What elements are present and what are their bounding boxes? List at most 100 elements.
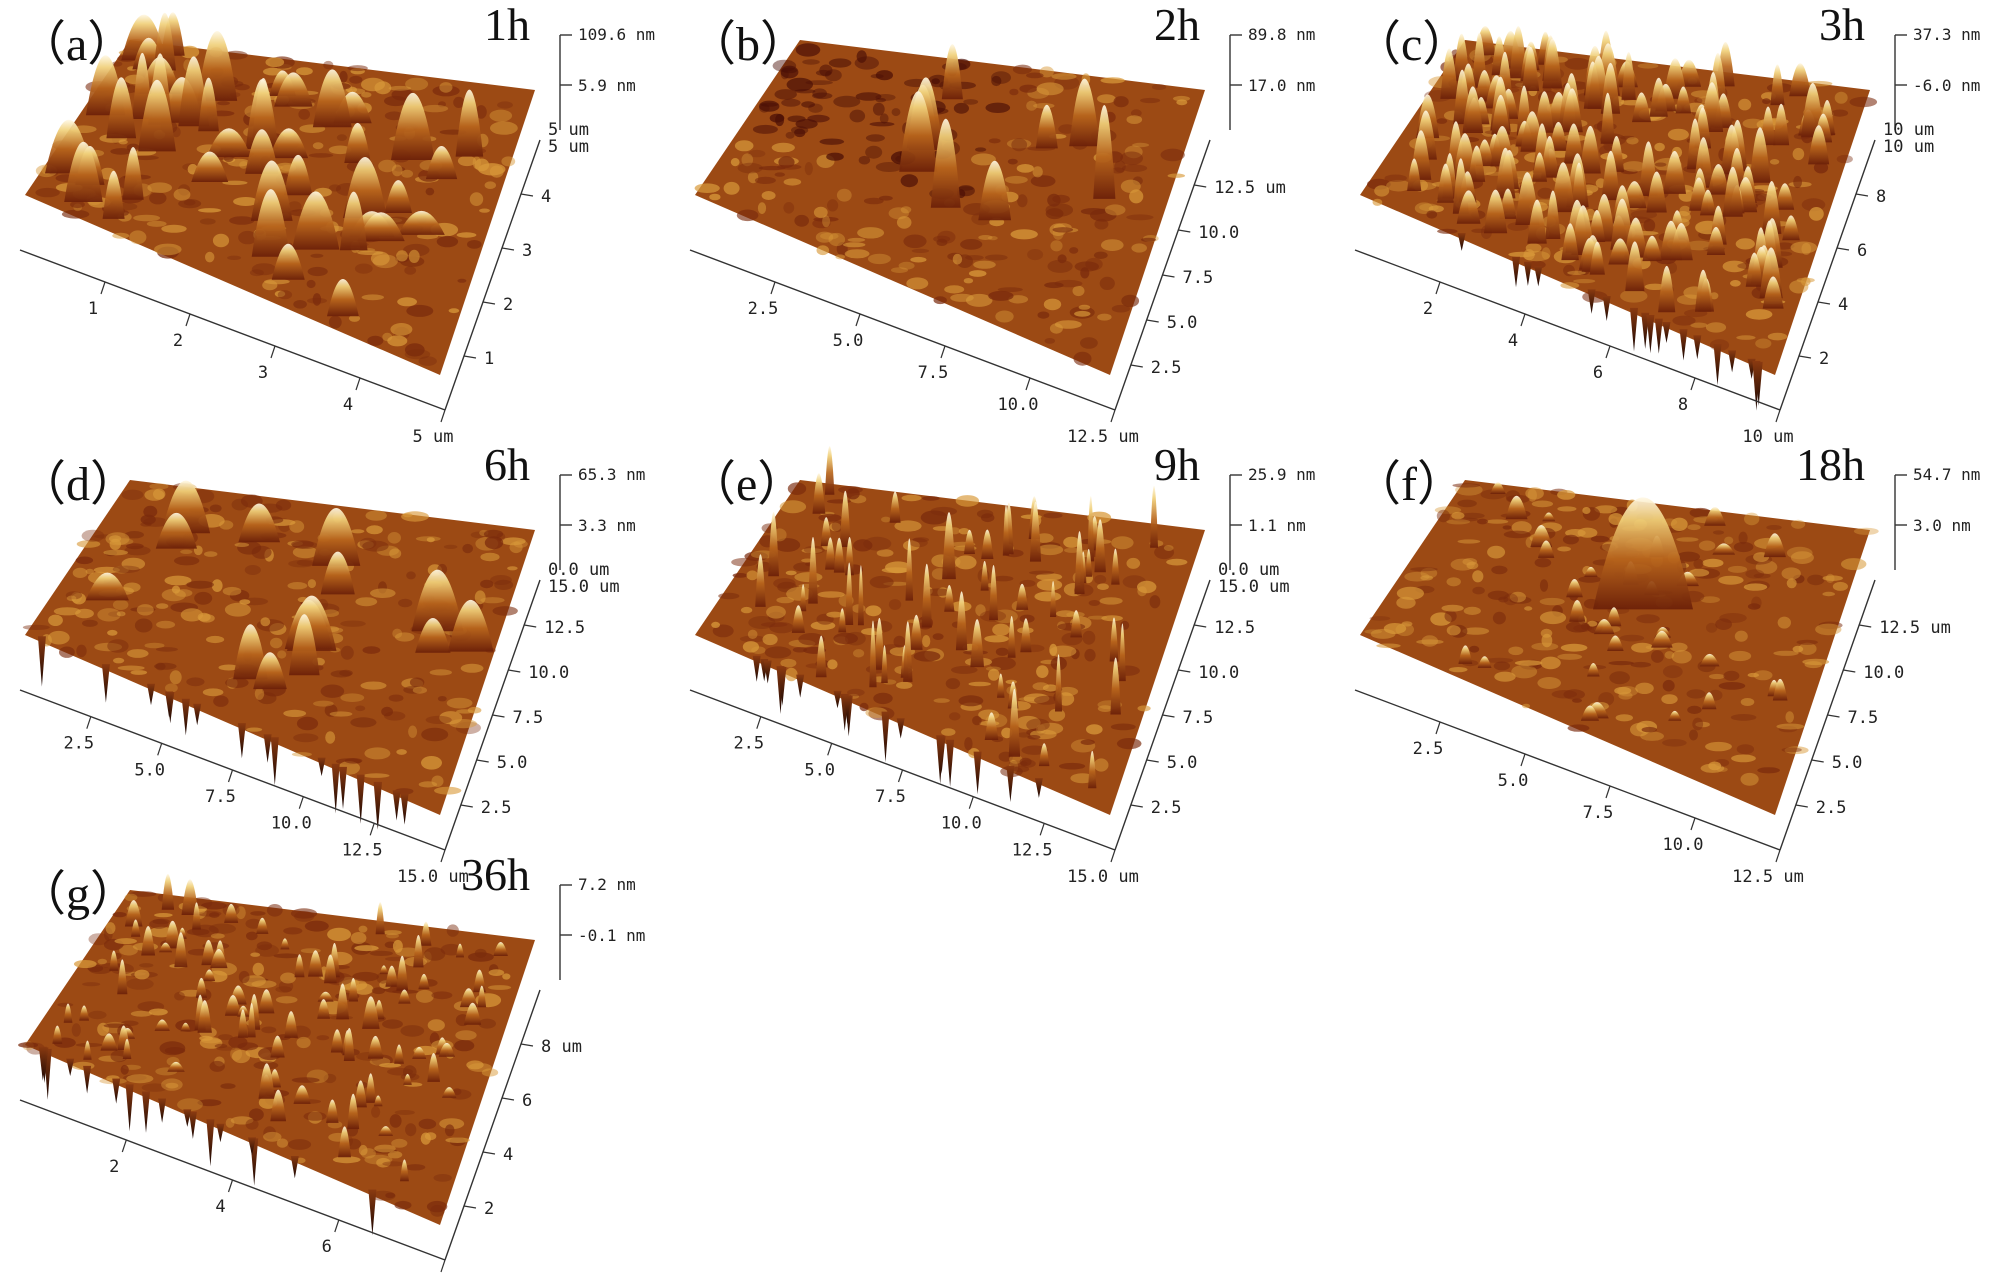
surface-peak (1712, 543, 1736, 555)
surface-pit (181, 698, 190, 736)
surface-peak (398, 989, 411, 1004)
z-mid-label: 3.0 nm (1913, 516, 1971, 535)
surface-peak (820, 517, 832, 547)
surface-pit (37, 636, 46, 687)
surface-peak (955, 591, 968, 651)
surface-pit (101, 664, 110, 703)
surface-peak (191, 151, 229, 182)
x-tick-label: 2 (1423, 299, 1433, 319)
surface-peak (464, 1002, 482, 1025)
y-tick-label: 12.5 um (1879, 618, 1951, 638)
surface-peak (1007, 616, 1016, 658)
y-tick-label: 1 (484, 349, 494, 369)
surface-peak (385, 965, 399, 987)
surface-peak (1749, 127, 1771, 183)
surface-peak (420, 921, 432, 946)
surface-peak (1608, 238, 1632, 265)
panel-label: （f） (1353, 458, 1465, 511)
surface-pit (248, 1137, 256, 1156)
surface-peak (1561, 88, 1583, 133)
surface-pit (263, 734, 272, 763)
surface-peak (1561, 223, 1579, 261)
surface-pit (193, 703, 202, 726)
surface-peak (1760, 106, 1776, 146)
surface-peak (1545, 190, 1561, 239)
surface-peak (1093, 104, 1116, 199)
surface-peak (1621, 52, 1636, 100)
surface-pit (216, 1123, 225, 1143)
surface-peak (271, 243, 305, 280)
surface-peak (1527, 199, 1547, 244)
surface-peak (1772, 678, 1788, 701)
surface-peak (1070, 610, 1082, 638)
surface-peak (1571, 162, 1587, 208)
surface-pit (331, 763, 340, 814)
surface-peak (384, 180, 412, 213)
surface-peak (206, 128, 252, 157)
surface-pit (339, 766, 347, 810)
surface-peak (274, 72, 313, 107)
surface-peak (1088, 750, 1097, 789)
panel-label: （e） (688, 458, 805, 511)
x-tick-label: 2.5 (63, 734, 94, 754)
surface-pit (1534, 266, 1543, 287)
surface-pit (1693, 335, 1702, 360)
surface-peak (394, 1044, 404, 1064)
surface-peak (102, 170, 125, 219)
surface-peak (100, 1033, 118, 1051)
surface-peak (155, 512, 197, 549)
surface-peak (1020, 618, 1032, 653)
z-max-label: 65.3 nm (578, 465, 645, 484)
surface-pit (66, 1058, 75, 1076)
x-tick-label: 3 (258, 363, 268, 383)
time-label: 18h (1796, 439, 1865, 490)
surface-peak (1456, 190, 1481, 224)
surface-pit (1512, 256, 1520, 288)
axes (1354, 34, 1907, 411)
surface-peak (247, 1003, 256, 1038)
surface-peak (181, 879, 199, 915)
x-tick-label: 1 (88, 299, 98, 319)
y-tick-label: 7.5 (1848, 708, 1879, 728)
y-tick-label: 8 (1876, 187, 1886, 207)
surface-peak (1762, 180, 1782, 234)
y-tick-label: 3 (522, 241, 532, 261)
surface-peak (375, 902, 385, 935)
panel-label: （b） (688, 18, 808, 71)
y-tick-label: 10.0 (1198, 223, 1239, 243)
surface-peak (201, 939, 216, 966)
surface-peak (1437, 163, 1454, 203)
surface-peak (1440, 48, 1459, 99)
surface-peak (224, 995, 241, 1016)
surface-peak (1495, 147, 1516, 199)
surface-peak (874, 617, 885, 670)
surface-peak (768, 512, 779, 577)
surface-peak (122, 1038, 132, 1059)
surface-peak (336, 983, 349, 1020)
surface-peak (398, 210, 445, 235)
surface-peak (1707, 164, 1730, 195)
surface-pits (1457, 233, 1763, 411)
surface-peak (930, 118, 961, 208)
y-extent-label: 10 um (1883, 137, 1934, 157)
surface-peak (270, 1089, 287, 1122)
surface-peak (845, 536, 854, 576)
z-mid-label: 1.1 nm (1248, 516, 1306, 535)
x-axis-line (19, 249, 446, 411)
surface-peak (1016, 583, 1029, 610)
surface-peak (1038, 743, 1050, 767)
surface-peak (1594, 619, 1615, 635)
surface-peak (1699, 653, 1720, 667)
surface-pit (188, 1111, 197, 1139)
surface-peak (251, 189, 290, 257)
y-extent-label: 15.0 um (1218, 577, 1290, 597)
y-tick-label: 2.5 (1151, 798, 1182, 818)
surface-peak (174, 932, 188, 968)
surface-peak (324, 954, 337, 984)
surface-peak (1642, 235, 1662, 262)
surface-peak (344, 122, 371, 163)
surface-peak (1700, 189, 1716, 216)
surface-pit (374, 782, 382, 828)
y-tick-label: 5.0 (1167, 753, 1198, 773)
